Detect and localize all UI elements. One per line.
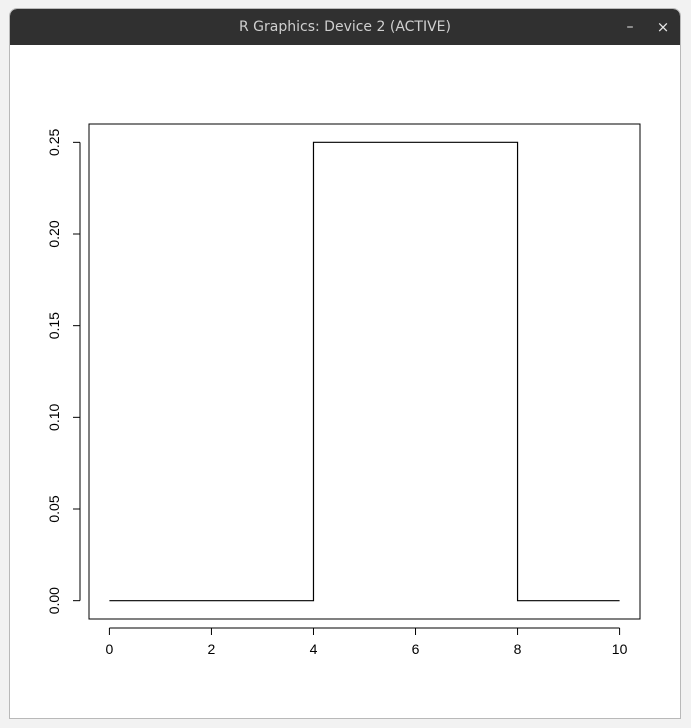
x-tick-label: 2 [208,641,216,657]
title-bar[interactable]: R Graphics: Device 2 (ACTIVE) – × [10,9,680,45]
close-icon: × [656,18,670,36]
y-tick-label: 0.10 [46,403,62,430]
close-button[interactable]: × [653,17,673,37]
plot-frame [88,123,641,620]
x-axis: 0 2 4 6 8 10 [106,627,628,657]
y-tick-label: 0.05 [46,495,62,522]
x-tick-label: 8 [514,641,522,657]
y-tick-label: 0.25 [46,128,62,155]
y-axis: 0.00 0.05 0.10 0.15 0.20 0.25 [46,128,81,614]
y-tick-label: 0.20 [46,220,62,247]
plot-svg: 0 2 4 6 8 10 0.00 0.05 0.10 0.15 0.20 0.25 [46,123,641,657]
x-tick-label: 6 [412,641,420,657]
series-line [109,141,620,602]
r-graphics-window: R Graphics: Device 2 (ACTIVE) – × 0 2 4 6 8 1… [9,8,681,719]
y-tick-label: 0.00 [46,587,62,614]
minimize-icon: – [626,19,634,35]
x-tick-label: 10 [612,641,628,657]
x-tick-label: 0 [106,641,114,657]
y-tick-label: 0.15 [46,312,62,339]
minimize-button[interactable]: – [620,17,640,37]
window-title: R Graphics: Device 2 (ACTIVE) [239,19,451,35]
x-tick-label: 4 [310,641,318,657]
plot-canvas: 0 2 4 6 8 10 0.00 0.05 0.10 0.15 0.20 0.25 [10,45,680,718]
